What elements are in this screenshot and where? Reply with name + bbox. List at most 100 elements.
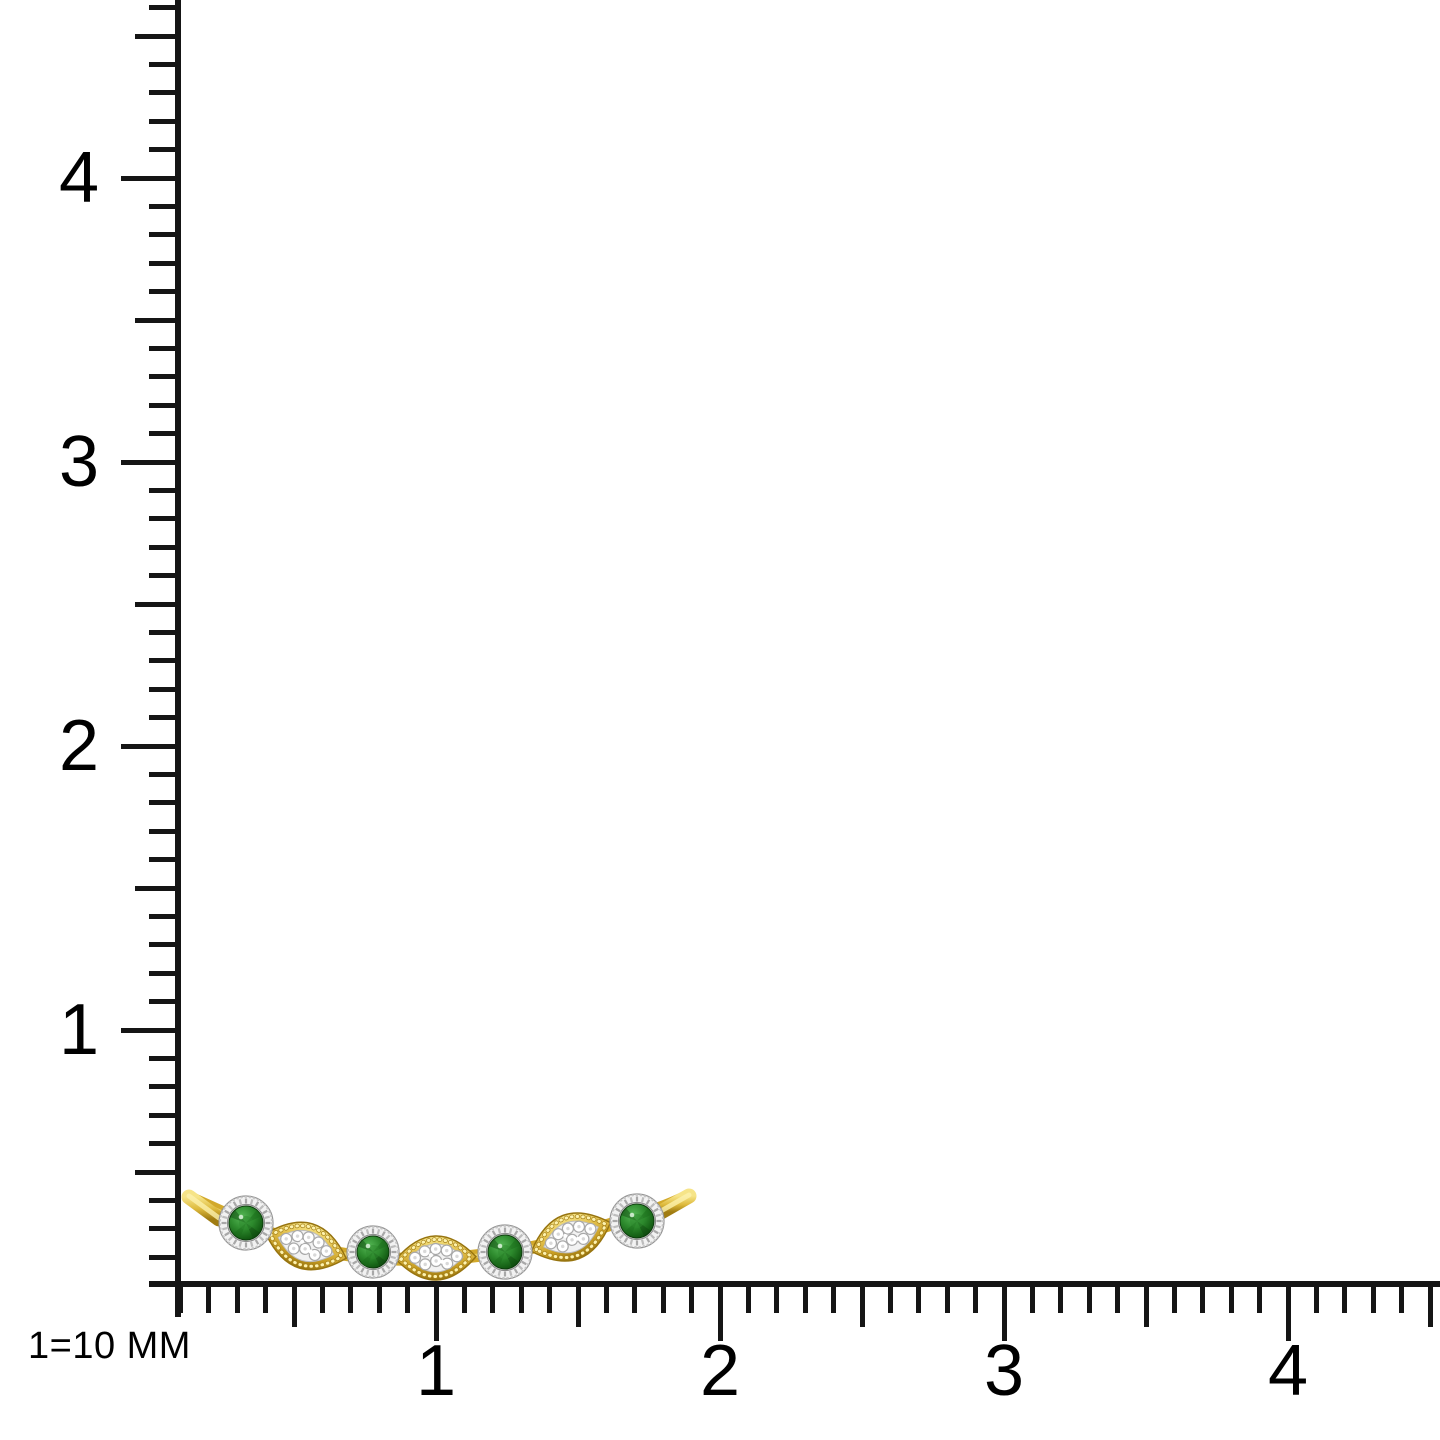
vertical-ruler-tick-minor [149, 686, 180, 692]
halo-baguette-tick [645, 1237, 651, 1243]
halo-baguette-tick [249, 1241, 254, 1247]
horizontal-ruler-tick-minor [802, 1282, 808, 1313]
horizontal-ruler-tick-minor [319, 1282, 325, 1313]
halo-baguette-tick [481, 1255, 487, 1260]
halo-baguette-tick [249, 1199, 254, 1205]
halo-baguette-tick [650, 1234, 656, 1240]
halo-baguette-tick [486, 1233, 492, 1239]
halo-inner-ring [617, 1201, 657, 1241]
vertical-ruler-tick-minor [149, 5, 180, 11]
horizontal-ruler-tick-minor [490, 1282, 496, 1313]
halo-baguette-tick [523, 1255, 529, 1260]
vertical-ruler-tick-minor [149, 573, 180, 579]
emerald-table [630, 1214, 644, 1228]
vertical-ruler-tick-minor [149, 970, 180, 976]
emerald-halo-stone [609, 1193, 665, 1249]
halo-baguette-tick [483, 1260, 489, 1266]
horizontal-ruler-tick-medium [575, 1282, 581, 1327]
halo-baguette-tick [650, 1202, 656, 1208]
emerald-halo-stone [346, 1225, 400, 1279]
vertical-ruler-tick-minor [149, 289, 180, 295]
horizontal-ruler-tick-medium [1427, 1282, 1433, 1327]
pave-sparkle [563, 1233, 568, 1238]
pave-diamond-facet [284, 1237, 288, 1241]
pave-diamond-facet [570, 1238, 574, 1242]
pave-diamond-facet [434, 1259, 438, 1263]
horizontal-ruler-tick-minor [1029, 1282, 1035, 1313]
vertical-ruler-label-4: 4 [58, 138, 100, 218]
horizontal-ruler-tick-minor [1058, 1282, 1064, 1313]
horizontal-ruler-label-3: 3 [983, 1331, 1025, 1411]
vertical-ruler-tick-minor [149, 1226, 180, 1232]
halo-baguette-tick [262, 1231, 268, 1237]
pave-diamond-facet [313, 1253, 317, 1257]
halo-baguette-tick [259, 1204, 265, 1210]
horizontal-ruler-tick-minor [263, 1282, 269, 1313]
emerald-table [366, 1245, 380, 1259]
gold-tip-highlight [658, 1192, 692, 1214]
vertical-ruler-tick-minor [149, 1197, 180, 1203]
horizontal-ruler-tick-major [717, 1282, 723, 1341]
pave-diamond-facet [549, 1241, 553, 1245]
pave-diamond-facet [455, 1254, 459, 1258]
halo-baguette-tick [238, 1241, 243, 1247]
horizontal-ruler-tick-minor [1313, 1282, 1319, 1313]
vertical-ruler-tick-minor [149, 90, 180, 96]
halo-baguette-tick [232, 1201, 238, 1207]
halo-baguette-tick [360, 1267, 365, 1273]
halo-baguette-tick [390, 1255, 396, 1260]
halo-baguette-tick [224, 1231, 230, 1237]
halo-baguette-tick [254, 1201, 260, 1207]
pave-diamond-facet [556, 1232, 560, 1236]
halo-milgrain [610, 1194, 664, 1248]
vertical-ruler-tick-medium [135, 33, 180, 39]
pave-sparkle [428, 1253, 433, 1258]
marquise-diamond-cluster [264, 1221, 348, 1271]
marquise-milgrain-beads [268, 1224, 344, 1268]
halo-baguette-tick [385, 1264, 391, 1270]
halo-baguette-tick [655, 1224, 661, 1229]
vertical-ruler-tick-minor [149, 629, 180, 635]
marquise-diamond-cluster [395, 1235, 477, 1281]
halo-baguette-tick [481, 1244, 487, 1249]
horizontal-ruler-label-4: 4 [1267, 1331, 1309, 1411]
pave-sparkle [440, 1259, 445, 1264]
halo-baguette-tick [521, 1260, 527, 1266]
vertical-ruler-tick-medium [135, 1169, 180, 1175]
horizontal-ruler-tick-minor [745, 1282, 751, 1313]
halo-baguette-tick [518, 1233, 524, 1239]
horizontal-ruler-label-1: 1 [415, 1331, 457, 1411]
halo-baguette-tick [491, 1230, 497, 1236]
halo-baguette-tick [497, 1270, 502, 1276]
horizontal-ruler-tick-medium [1143, 1282, 1149, 1327]
halo-baguette-tick [350, 1244, 356, 1249]
curved-bar-pendant [181, 1188, 697, 1281]
horizontal-ruler-tick-minor [1086, 1282, 1092, 1313]
halo-baguette-tick [513, 1268, 519, 1274]
vertical-ruler-tick-minor [149, 147, 180, 153]
horizontal-ruler-tick-minor [547, 1282, 553, 1313]
vertical-ruler-tick-major [121, 743, 180, 749]
halo-baguette-tick [264, 1226, 270, 1231]
horizontal-ruler-tick-minor [831, 1282, 837, 1313]
halo-baguette-tick [645, 1199, 651, 1205]
halo-baguette-tick [360, 1231, 365, 1237]
pave-sparkle [576, 1236, 581, 1241]
vertical-ruler-tick-minor [149, 1055, 180, 1061]
vertical-ruler-tick-minor [149, 658, 180, 664]
emerald-halo-stone [477, 1224, 533, 1280]
gold-tip-highlight [186, 1193, 222, 1221]
halo-baguette-tick [523, 1244, 529, 1249]
pave-diamond-facet [295, 1234, 300, 1238]
horizontal-ruler-tick-minor [1200, 1282, 1206, 1313]
halo-milgrain [219, 1196, 273, 1250]
halo-baguette-tick [355, 1234, 361, 1240]
halo-baguette-tick [365, 1269, 370, 1275]
vertical-ruler-tick-minor [149, 232, 180, 238]
vertical-ruler-tick-medium [135, 885, 180, 891]
vertical-ruler-tick-medium [135, 317, 180, 323]
pave-diamond-facet [588, 1227, 593, 1231]
halo-baguette-tick [365, 1229, 370, 1235]
halo-baguette-tick [388, 1239, 394, 1244]
